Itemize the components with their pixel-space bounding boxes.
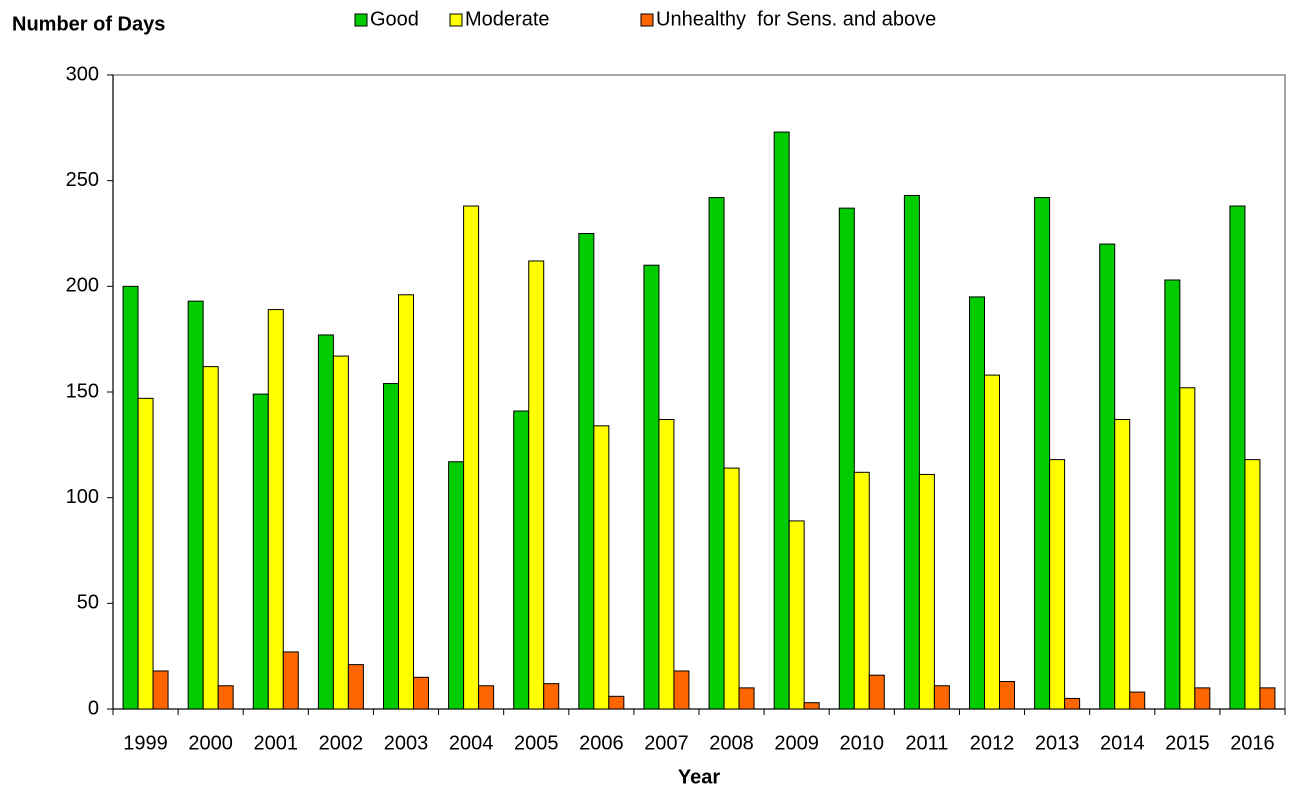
bar xyxy=(593,425,610,710)
bar xyxy=(1164,279,1181,710)
bar xyxy=(202,366,219,710)
bar xyxy=(578,233,595,710)
bar xyxy=(543,683,560,710)
y-tick-label: 150 xyxy=(66,380,99,402)
x-tick-label: 2015 xyxy=(1165,732,1210,754)
bar xyxy=(1114,418,1131,710)
y-tick-label: 250 xyxy=(66,169,99,191)
bar xyxy=(643,264,660,710)
x-tick-label: 2013 xyxy=(1035,732,1080,754)
bar xyxy=(969,296,985,710)
bar xyxy=(463,205,480,710)
bar xyxy=(608,695,625,710)
x-tick-label: 2016 xyxy=(1230,732,1275,754)
y-tick-label: 300 xyxy=(66,63,99,85)
bar xyxy=(933,685,950,710)
y-tick-label: 50 xyxy=(77,592,99,614)
bar xyxy=(723,467,740,710)
legend-label: Good xyxy=(370,8,419,30)
x-tick-label: 2014 xyxy=(1100,732,1145,754)
x-tick-label: 2001 xyxy=(254,732,299,754)
bar xyxy=(903,194,920,710)
x-tick-label: 2011 xyxy=(905,732,948,754)
bar xyxy=(1259,687,1276,710)
bar xyxy=(448,461,465,710)
x-tick-label: 2000 xyxy=(188,732,233,754)
x-tick-label: 2009 xyxy=(774,732,819,754)
x-tick-label: 2002 xyxy=(319,732,364,754)
bar xyxy=(317,334,334,710)
legend-swatch xyxy=(354,13,368,27)
x-tick-label: 2012 xyxy=(970,732,1015,754)
x-tick-label: 2007 xyxy=(644,732,689,754)
bar xyxy=(1244,459,1261,710)
bar xyxy=(252,393,269,710)
y-tick-label: 100 xyxy=(66,486,99,508)
y-tick-label: 0 xyxy=(88,697,99,719)
bar xyxy=(868,674,885,710)
bar xyxy=(478,685,495,710)
bar xyxy=(1034,197,1051,710)
y-axis-title: Number of Days xyxy=(12,13,165,35)
bar xyxy=(513,410,530,710)
bar xyxy=(1229,205,1246,710)
bar xyxy=(347,664,364,710)
bar xyxy=(1179,387,1196,710)
bar xyxy=(1194,687,1211,710)
bar xyxy=(332,355,349,710)
bar xyxy=(267,309,284,710)
legend-swatch xyxy=(640,13,654,27)
x-tick-label: 2005 xyxy=(514,732,559,754)
x-tick-label: 1999 xyxy=(123,732,168,754)
x-axis-title: Year xyxy=(678,766,720,788)
bar xyxy=(137,397,154,710)
bar xyxy=(398,294,414,710)
bar xyxy=(773,131,790,710)
bar xyxy=(853,471,870,710)
bar xyxy=(838,207,855,710)
y-tick-label: 200 xyxy=(66,275,99,297)
legend-label: Unhealthy for Sens. and above xyxy=(656,8,936,30)
bar xyxy=(152,670,169,710)
bar xyxy=(1049,459,1066,710)
x-tick-label: 2003 xyxy=(384,732,429,754)
bar xyxy=(984,374,1000,710)
bar xyxy=(528,260,545,710)
x-tick-label: 2006 xyxy=(579,732,624,754)
bar xyxy=(282,651,299,710)
bar xyxy=(187,300,204,710)
bar xyxy=(122,285,139,710)
bar xyxy=(1064,697,1081,710)
legend-label: Moderate xyxy=(465,8,550,30)
bar xyxy=(1129,691,1146,710)
bar xyxy=(803,702,820,710)
bar xyxy=(1099,243,1116,710)
bar xyxy=(918,473,935,710)
bar xyxy=(738,687,755,710)
bar xyxy=(999,681,1015,710)
bar xyxy=(413,676,429,710)
bar xyxy=(217,685,234,710)
bar xyxy=(708,197,725,710)
bar xyxy=(788,520,805,710)
x-tick-label: 2004 xyxy=(449,732,494,754)
bar xyxy=(658,418,675,710)
x-tick-label: 2010 xyxy=(840,732,885,754)
x-tick-label: 2008 xyxy=(709,732,754,754)
bar xyxy=(383,383,399,710)
legend-swatch xyxy=(449,13,463,27)
bar xyxy=(673,670,690,710)
